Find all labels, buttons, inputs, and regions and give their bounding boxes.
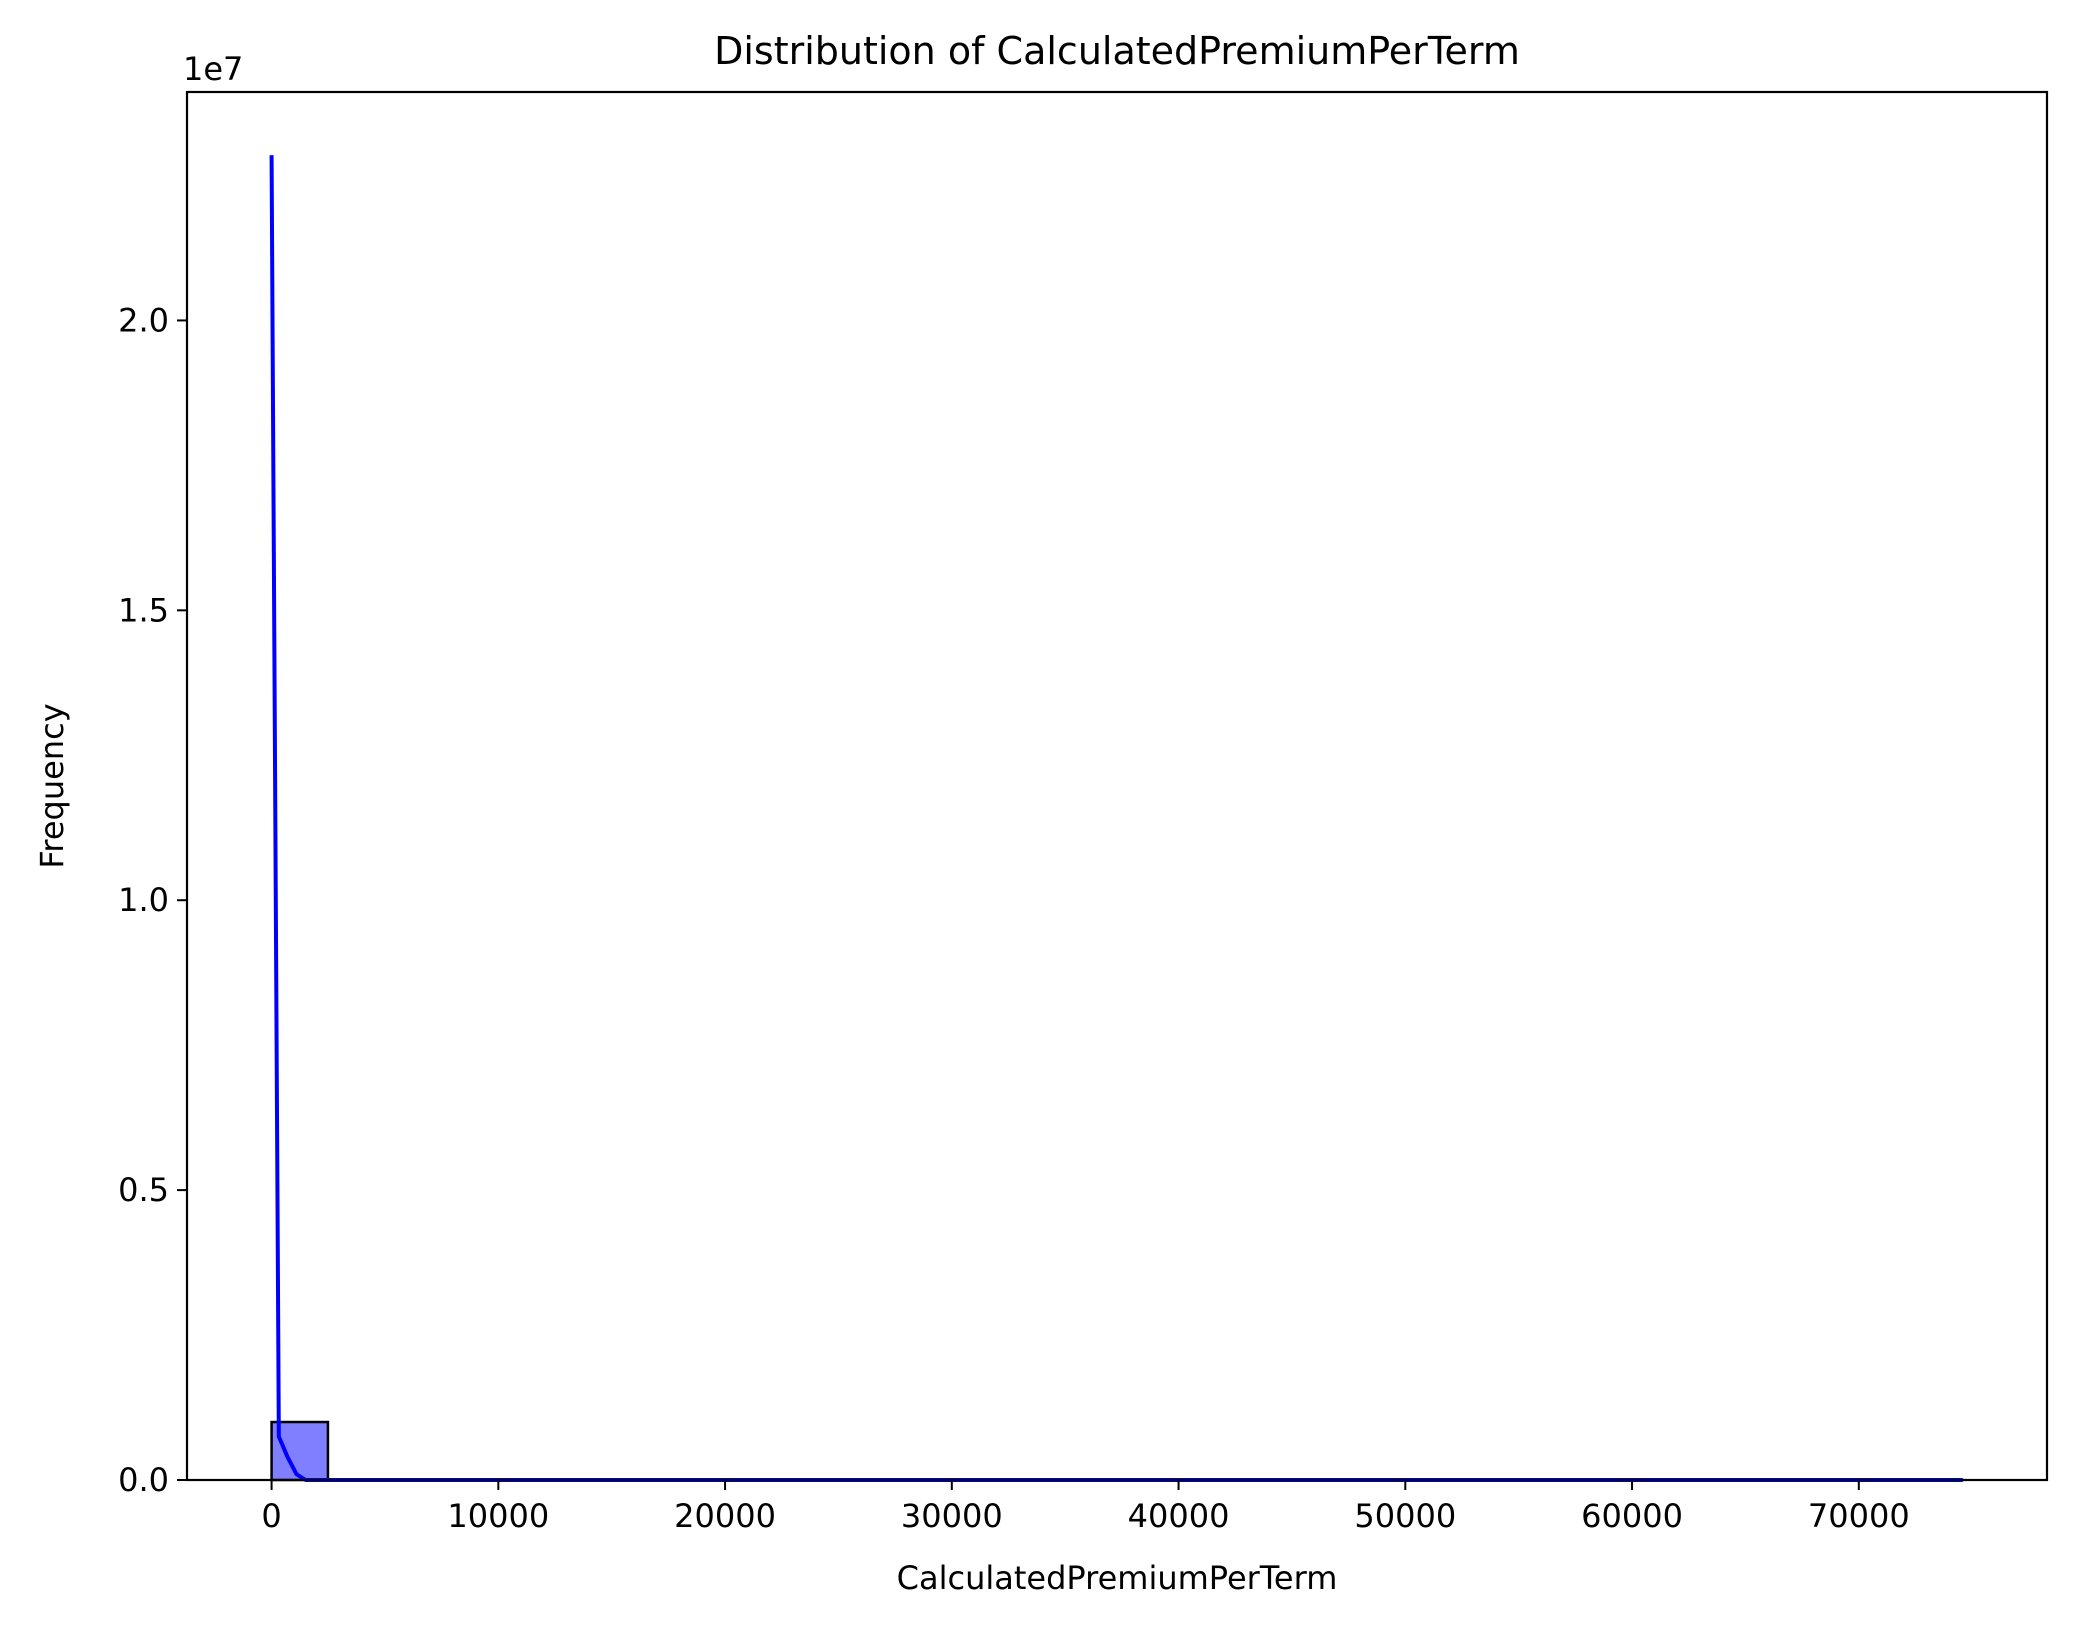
x-tick-label: 30000 [901,1497,1003,1535]
chart-title: Distribution of CalculatedPremiumPerTerm [714,29,1520,73]
x-tick-label: 60000 [1581,1497,1683,1535]
x-tick-label: 50000 [1354,1497,1456,1535]
y-axis-offset-label: 1e7 [183,50,243,88]
plot-area-frame [185,90,2049,1482]
x-axis-label: CalculatedPremiumPerTerm [897,1559,1338,1597]
x-tick-label: 0 [261,1497,281,1535]
y-axis-label: Frequency [33,703,71,868]
y-axis-ticks: 0.0 0.5 1.0 1.5 2.0 [118,301,187,1499]
y-tick-label: 2.0 [118,301,169,339]
x-tick-label: 10000 [447,1497,549,1535]
x-tick-label: 70000 [1808,1497,1910,1535]
x-tick-label: 40000 [1128,1497,1230,1535]
y-tick-label: 1.0 [118,881,169,919]
y-tick-label: 0.0 [118,1461,169,1499]
y-tick-label: 0.5 [118,1171,169,1209]
x-axis-ticks: 0 10000 20000 30000 40000 50000 60000 70000 [261,1480,1910,1535]
y-tick-label: 1.5 [118,591,169,629]
x-tick-label: 20000 [674,1497,776,1535]
